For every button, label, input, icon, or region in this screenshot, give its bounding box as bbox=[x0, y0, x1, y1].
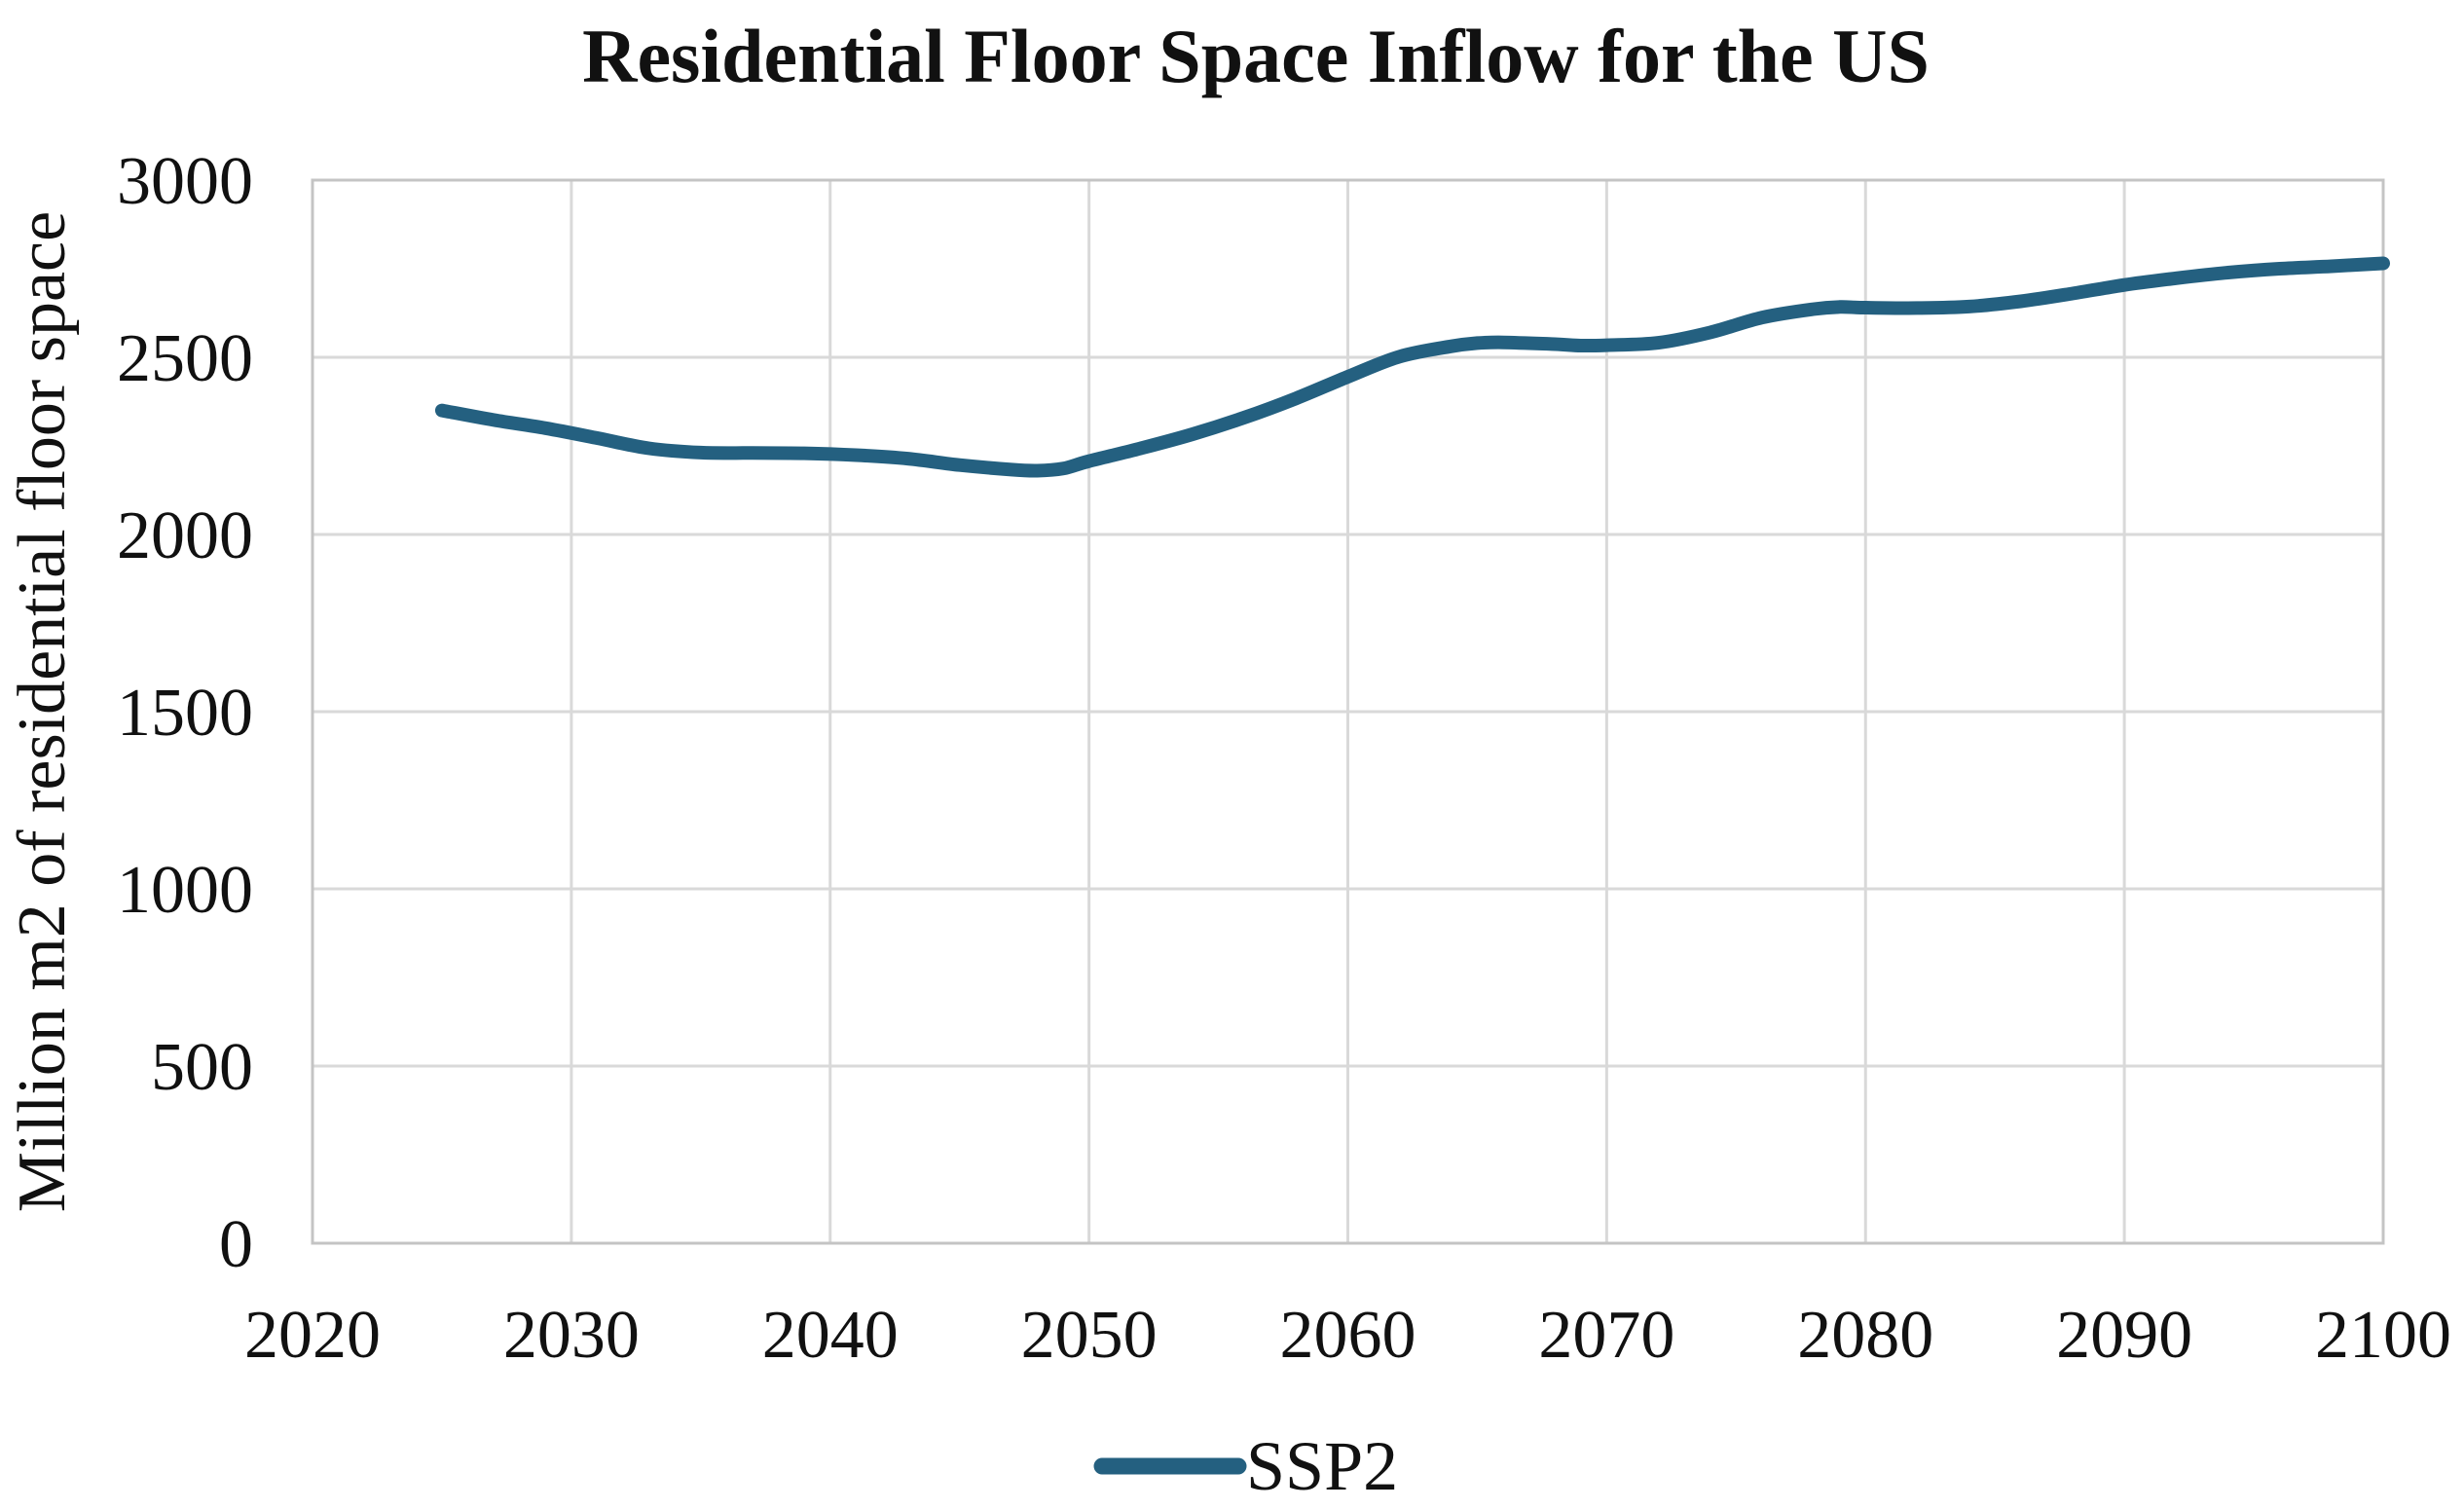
y-tick-label: 500 bbox=[151, 1030, 253, 1105]
gridlines bbox=[311, 178, 2385, 1245]
x-axis-tick-labels: 2020 2030 2040 2050 2060 2070 2080 2090 2100 bbox=[244, 1298, 2451, 1373]
x-tick-label: 2060 bbox=[1280, 1298, 1416, 1373]
y-tick-label: 3000 bbox=[117, 144, 253, 219]
y-tick-label: 2500 bbox=[117, 321, 253, 396]
x-tick-label: 2030 bbox=[503, 1298, 640, 1373]
x-tick-label: 2040 bbox=[762, 1298, 899, 1373]
y-tick-label: 1500 bbox=[117, 676, 253, 751]
x-tick-label: 2090 bbox=[2056, 1298, 2192, 1373]
y-axis-title: Million m2 of residential floor space bbox=[5, 211, 80, 1212]
series-lines bbox=[434, 256, 2390, 478]
y-axis-tick-labels: 0 500 1000 1500 2000 2500 3000 bbox=[117, 144, 253, 1282]
legend-label: SSP2 bbox=[1246, 1427, 1398, 1505]
y-tick-label: 1000 bbox=[117, 853, 253, 928]
series-line-ssp2 bbox=[434, 256, 2390, 478]
legend: SSP2 bbox=[1093, 1427, 1398, 1505]
plot-area-border bbox=[311, 178, 2385, 1245]
x-tick-label: 2080 bbox=[1797, 1298, 1933, 1373]
x-tick-label: 2070 bbox=[1538, 1298, 1674, 1373]
x-tick-label: 2020 bbox=[244, 1298, 381, 1373]
y-tick-label: 0 bbox=[219, 1207, 253, 1282]
x-tick-label: 2050 bbox=[1021, 1298, 1158, 1373]
y-tick-label: 2000 bbox=[117, 498, 253, 573]
chart-title: Residential Floor Space Inflow for the U… bbox=[582, 14, 1930, 98]
x-tick-label: 2100 bbox=[2315, 1298, 2451, 1373]
